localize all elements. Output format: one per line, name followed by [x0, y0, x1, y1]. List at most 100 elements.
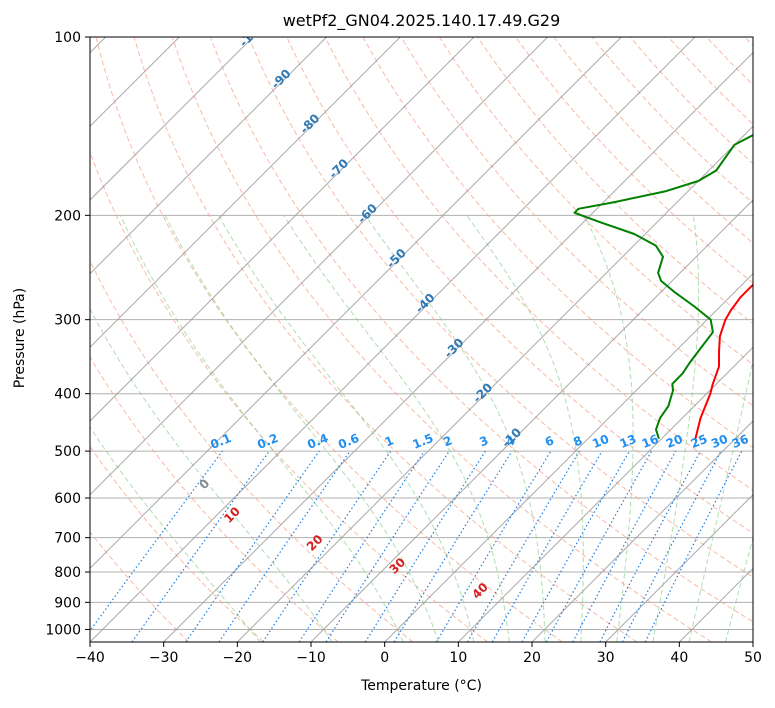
y-tick-label: 1000 — [45, 622, 81, 638]
mixing-ratio-line — [325, 450, 450, 642]
isotherm-line — [678, 567, 753, 642]
x-tick-label: 50 — [744, 650, 762, 666]
mixing-ratio-label: 0.2 — [255, 431, 280, 452]
dry-adiabat-line — [95, 37, 563, 642]
moist-adiabat-line — [583, 215, 634, 642]
mixing-ratio-label: 0.4 — [305, 431, 330, 452]
y-tick-label: 400 — [54, 387, 81, 403]
moist-adiabat-line — [90, 426, 261, 642]
mixing-ratio-line — [435, 450, 552, 642]
mixing-ratio-label: 13 — [618, 432, 639, 451]
moist-adiabat-label: 40 — [469, 580, 491, 602]
x-tick-label: 10 — [449, 650, 467, 666]
mixing-ratio-label: 1.5 — [410, 431, 435, 452]
y-tick-label: 100 — [54, 30, 81, 46]
dry-adiabat-line — [210, 37, 753, 623]
dry-adiabat-line — [744, 37, 753, 47]
dry-adiabat-line — [171, 37, 712, 642]
mixing-ratio-line — [90, 450, 223, 632]
isotherm-line — [457, 346, 753, 642]
isotherm-label: -30 — [441, 335, 466, 360]
mixing-ratio-line — [364, 450, 486, 642]
mixing-ratio-label: 36 — [730, 432, 751, 451]
mixing-ratio-label: 30 — [709, 432, 730, 451]
dry-adiabat-line — [324, 37, 753, 491]
isotherm-line — [384, 272, 753, 642]
x-tick-label: −10 — [296, 650, 326, 666]
dry-adiabat-line — [706, 37, 753, 86]
x-tick-label: −40 — [75, 650, 105, 666]
mixing-ratio-label: 2 — [441, 433, 454, 449]
moist-adiabat-line — [218, 215, 475, 642]
isotherm-line — [90, 37, 475, 422]
isotherm-line — [531, 420, 753, 642]
dewpoint-line — [573, 133, 753, 439]
isotherm-label: -80 — [297, 111, 322, 136]
mixing-ratio-label: 16 — [640, 432, 661, 451]
dry-adiabat-line — [515, 37, 753, 284]
mixing-ratio-line — [572, 450, 677, 642]
mixing-ratio-line — [545, 450, 653, 642]
profile-lines — [573, 133, 753, 439]
isotherm-line — [90, 37, 549, 496]
dry-adiabat-line — [90, 150, 488, 642]
dry-adiabat-line — [248, 37, 753, 578]
x-tick-label: −30 — [149, 650, 179, 666]
isotherm-label: -40 — [412, 291, 437, 316]
mixing-ratio-line — [521, 450, 631, 642]
isotherm-line — [605, 493, 753, 642]
mixing-ratio-label: 1 — [383, 433, 396, 449]
mixing-ratio-label: 0.1 — [208, 431, 233, 452]
dry-adiabat-line — [133, 37, 638, 642]
mixing-ratio-line — [393, 450, 513, 642]
dry-adiabat-line — [90, 445, 264, 642]
isotherm-line — [310, 199, 753, 642]
mixing-ratio-label: 6 — [543, 433, 556, 449]
dry-adiabat-line — [438, 37, 753, 366]
moist-adiabat-line — [688, 358, 753, 642]
isotherm-line — [90, 37, 696, 642]
mixing-ratio-line — [131, 450, 270, 642]
y-tick-label: 500 — [54, 444, 81, 460]
isotherm-line — [236, 125, 753, 642]
y-tick-label: 800 — [54, 565, 81, 581]
dry-adiabat-line — [90, 531, 190, 642]
x-tick-label: 30 — [597, 650, 615, 666]
moist-adiabat-line — [164, 215, 439, 642]
isotherm-label: -20 — [470, 380, 495, 405]
mixing-ratio-line — [599, 450, 702, 642]
moist-adiabat-line — [283, 215, 510, 642]
mixing-ratio-line — [262, 450, 392, 642]
dry-adiabat-line — [591, 37, 753, 204]
isotherm-line — [752, 641, 753, 642]
dry-adiabat-line — [477, 37, 753, 325]
y-tick-label: 200 — [54, 208, 81, 224]
dry-adiabat-line — [400, 37, 753, 407]
y-tick-label: 300 — [54, 313, 81, 329]
dry-adiabat-line — [286, 37, 753, 534]
dry-adiabat-line — [90, 259, 414, 642]
mixing-ratio-line — [185, 450, 320, 642]
moist-adiabat-label: 30 — [387, 555, 409, 577]
x-tick-label: −20 — [223, 650, 253, 666]
axis-ticks: −40 −30 −20 −10 0 10 20 30 40 50 100 200 300 400 500 6 0… — [45, 30, 762, 666]
x-tick-label: 0 — [380, 650, 389, 666]
isotherm-line — [163, 51, 753, 642]
y-tick-label: 700 — [54, 531, 81, 547]
mixing-ratio-label: 8 — [571, 433, 584, 449]
y-axis-label: Pressure (hPa) — [12, 287, 28, 389]
isotherm-line — [90, 37, 254, 201]
mixing-ratio-label: 25 — [689, 432, 710, 451]
temperature-line — [694, 283, 753, 439]
isotherm-label: -60 — [355, 201, 380, 226]
moist-adiabat-line — [119, 215, 404, 642]
dry-adiabat-line — [90, 356, 339, 642]
isotherm-line — [90, 37, 622, 570]
y-tick-label: 900 — [54, 595, 81, 611]
chart-title: wetPf2_GN04.2025.140.17.49.G29 — [282, 11, 561, 30]
moist-adiabat-line — [725, 536, 753, 642]
plot-frame — [89, 36, 754, 643]
x-tick-label: 20 — [523, 650, 541, 666]
mixing-ratio-line — [466, 450, 580, 642]
